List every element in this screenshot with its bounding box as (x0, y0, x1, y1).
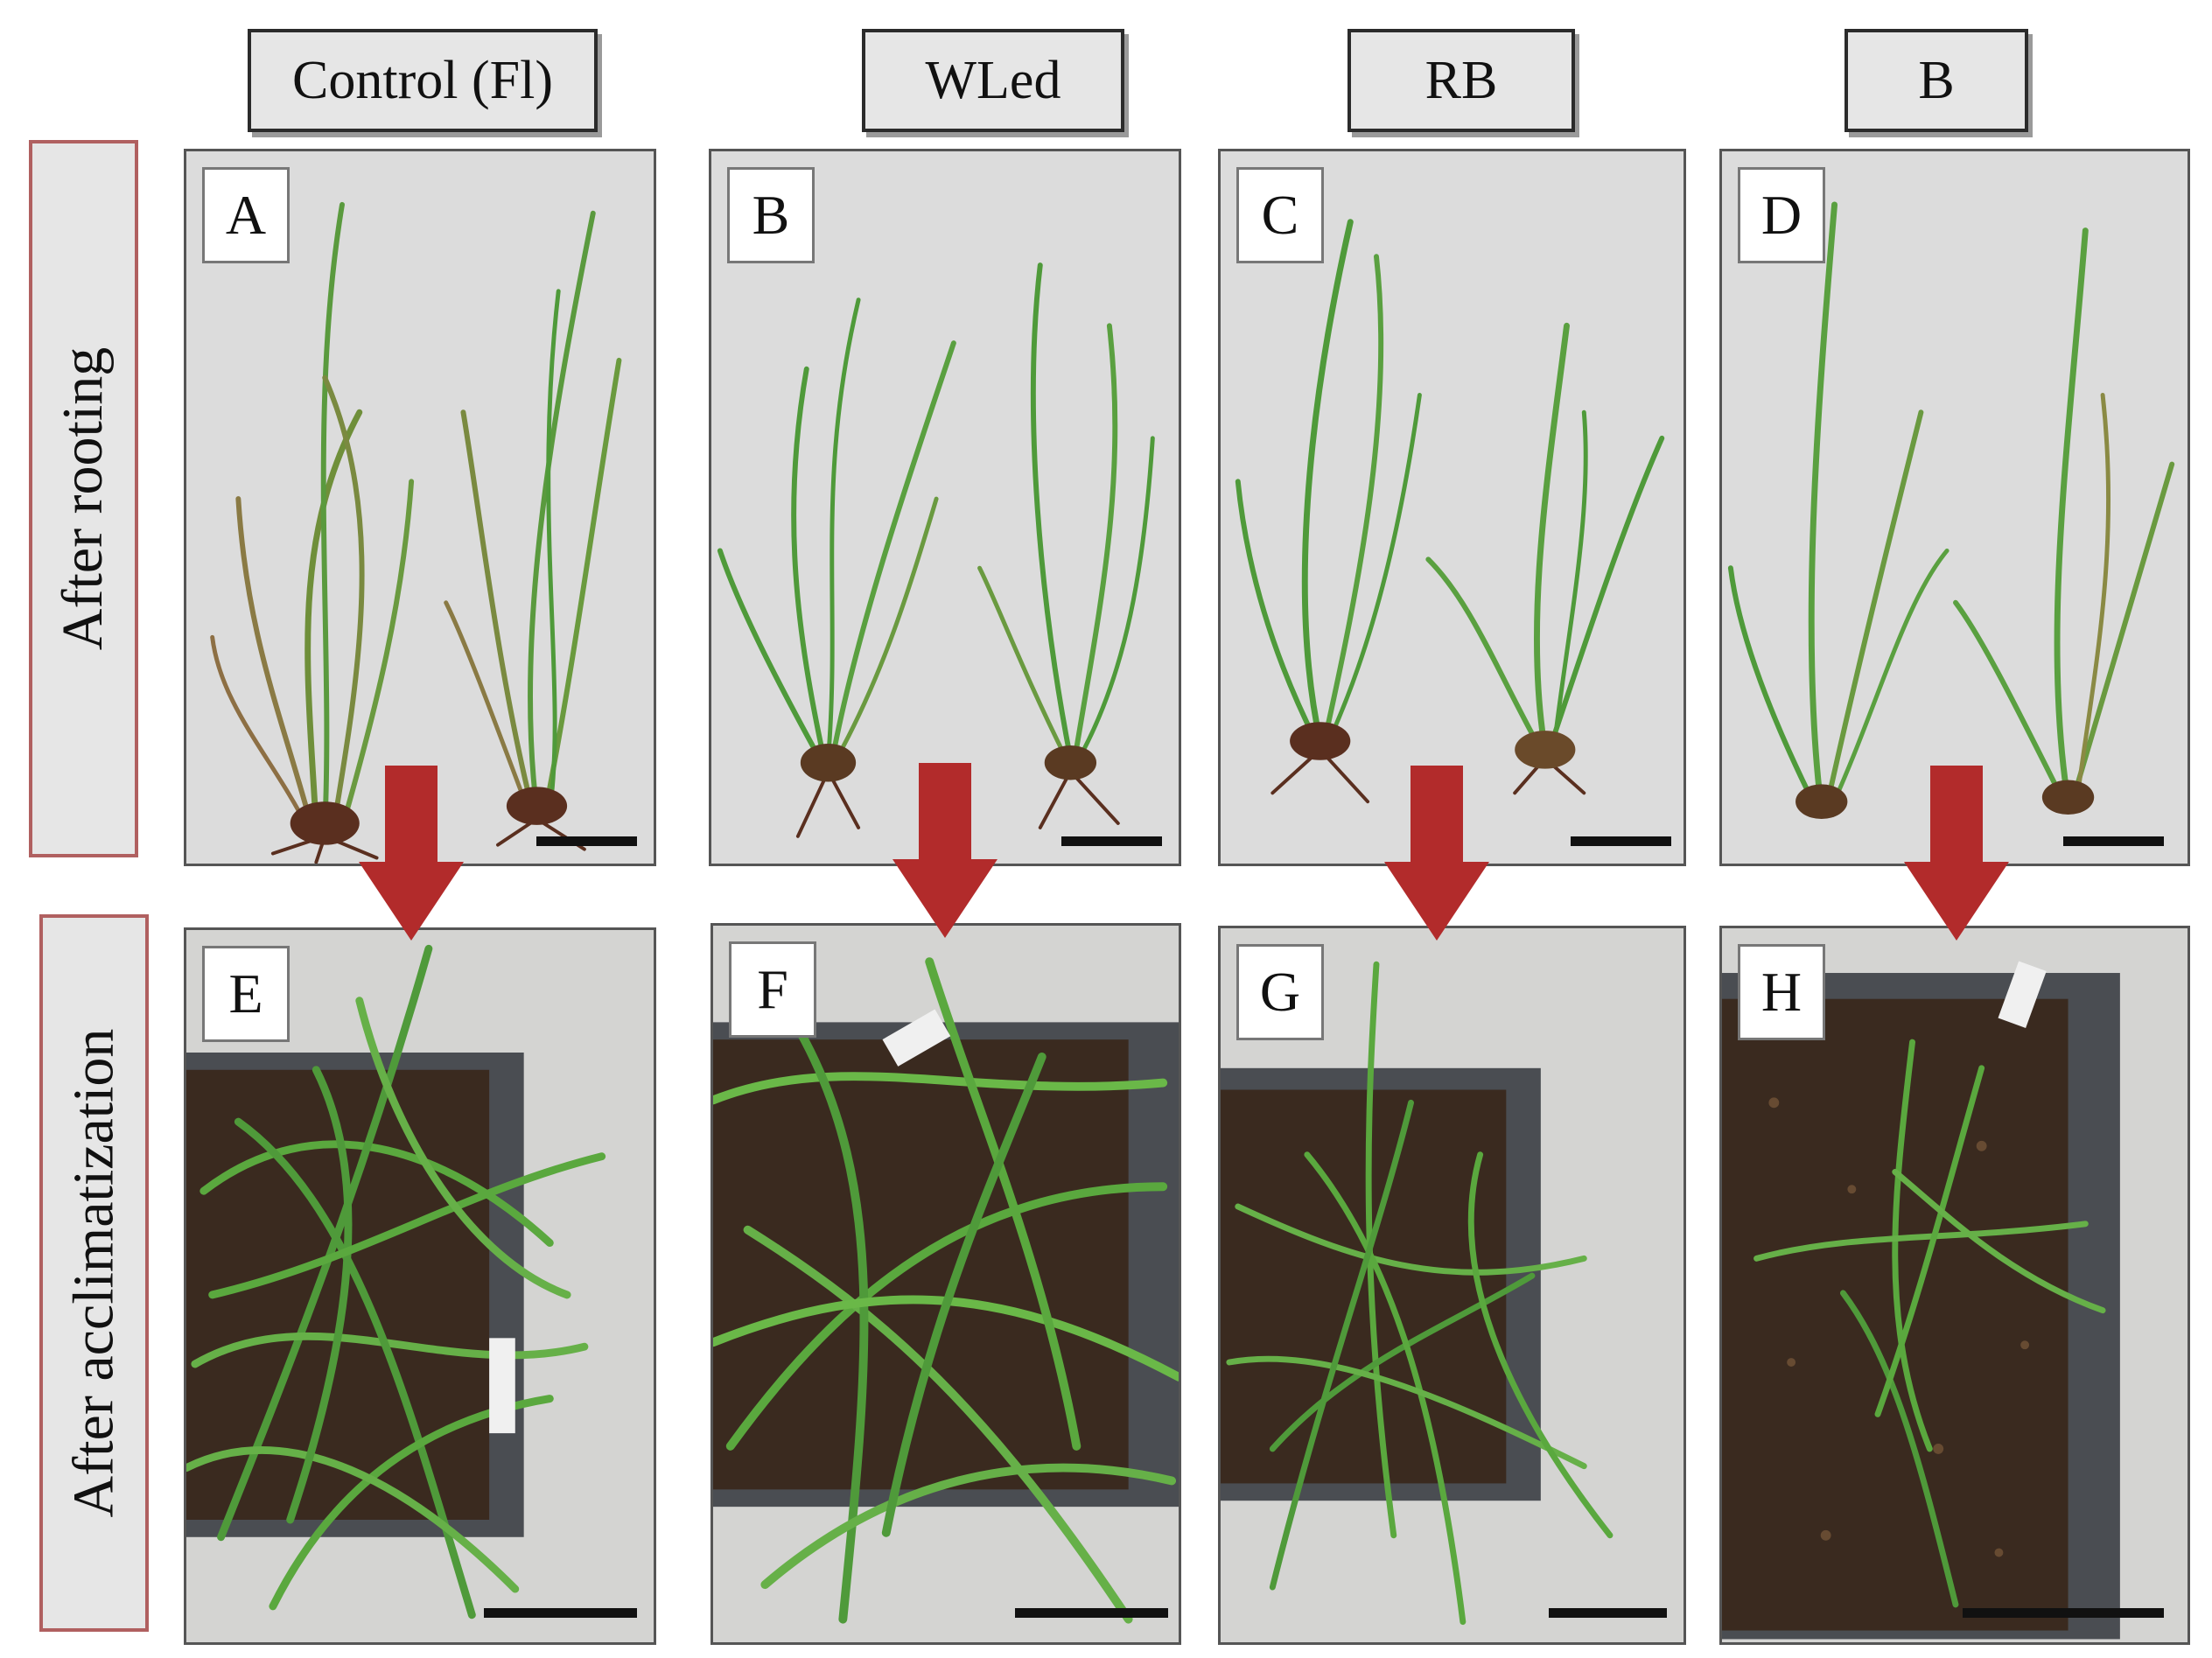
plant-photo-e (186, 944, 606, 1620)
panel-letter-f: F (729, 941, 816, 1038)
panel-g-photo: G (1218, 926, 1686, 1645)
arrow-down-icon-a-to-e (359, 766, 464, 941)
scale-bar-e (484, 1608, 637, 1618)
panel-letter-a: A (202, 167, 290, 263)
panel-e-photo: E (184, 927, 656, 1645)
column-header-control: Control (Fl) (248, 29, 598, 132)
row-label-after-acclimatization-text: After acclimatization (61, 1028, 126, 1518)
scale-bar-d (2063, 836, 2164, 846)
arrow-down-icon-b-to-f (892, 763, 998, 938)
scale-bar-f (1015, 1608, 1168, 1618)
panel-c-photo: C (1218, 149, 1686, 866)
plant-photo-h (1722, 961, 2120, 1640)
arrow-down-icon-d-to-h (1904, 766, 2009, 941)
plant-photo-f (713, 957, 1179, 1624)
scale-bar-a (536, 836, 637, 846)
panel-letter-c: C (1236, 167, 1324, 263)
plant-photo-d (1727, 201, 2175, 819)
column-header-b: B (1844, 29, 2028, 132)
panel-letter-e: E (202, 946, 290, 1042)
row-label-after-rooting-text: After rooting (51, 346, 116, 651)
panel-a-photo: A (184, 149, 656, 866)
scale-bar-g (1549, 1608, 1667, 1618)
plant-photo-a (210, 201, 622, 864)
row-label-after-acclimatization: After acclimatization (39, 914, 149, 1632)
arrow-down-icon-c-to-g (1384, 766, 1489, 941)
plant-photo-c (1235, 219, 1665, 804)
panel-letter-d: D (1738, 167, 1825, 263)
panel-letter-h: H (1738, 944, 1825, 1040)
scale-bar-h (1963, 1608, 2164, 1618)
plant-photo-b (717, 262, 1155, 838)
plant-photo-g (1221, 961, 1614, 1626)
panel-h-photo: H (1719, 926, 2190, 1645)
panel-letter-b: B (727, 167, 815, 263)
panel-f-photo: F (710, 923, 1181, 1645)
column-header-wled: WLed (862, 29, 1124, 132)
panel-letter-g: G (1236, 944, 1324, 1040)
panel-d-photo: D (1719, 149, 2190, 866)
panel-b-photo: B (709, 149, 1181, 866)
column-header-rb: RB (1348, 29, 1575, 132)
scale-bar-b (1061, 836, 1162, 846)
scale-bar-c (1571, 836, 1671, 846)
row-label-after-rooting: After rooting (29, 140, 138, 857)
